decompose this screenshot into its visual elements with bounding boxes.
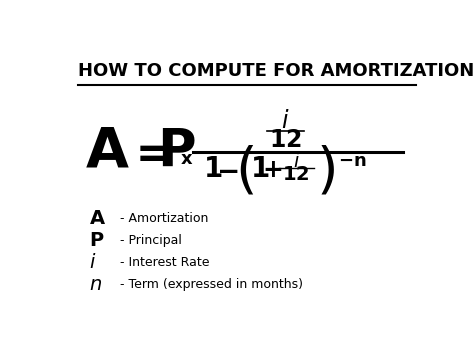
Text: $\mathbf{12}$: $\mathbf{12}$ xyxy=(283,165,310,184)
Text: $\mathbf{-n}$: $\mathbf{-n}$ xyxy=(337,152,366,170)
Text: $\mathbf{A}$: $\mathbf{A}$ xyxy=(89,209,106,228)
Text: $\mathit{n}$: $\mathit{n}$ xyxy=(89,275,101,294)
Text: - Interest Rate: - Interest Rate xyxy=(120,256,210,269)
Text: $\mathit{i}$: $\mathit{i}$ xyxy=(292,152,300,171)
Text: - Term (expressed in months): - Term (expressed in months) xyxy=(120,278,303,291)
Text: $\mathbf{=}$: $\mathbf{=}$ xyxy=(127,132,168,174)
Text: $\mathbf{x}$: $\mathbf{x}$ xyxy=(181,150,194,168)
Text: $($: $($ xyxy=(235,144,254,198)
Text: $\mathbf{1}$: $\mathbf{1}$ xyxy=(202,155,222,183)
Text: $\mathit{i}$: $\mathit{i}$ xyxy=(281,109,290,132)
Text: $\mathbf{A}$: $\mathbf{A}$ xyxy=(85,125,130,179)
Text: $\mathbf{+}$: $\mathbf{+}$ xyxy=(263,158,283,182)
Text: $)$: $)$ xyxy=(316,144,335,198)
Text: $\mathit{i}$: $\mathit{i}$ xyxy=(89,253,96,272)
Text: HOW TO COMPUTE FOR AMORTIZATION: HOW TO COMPUTE FOR AMORTIZATION xyxy=(78,62,474,80)
Text: $\mathbf{-}$: $\mathbf{-}$ xyxy=(217,156,239,184)
Text: - Amortization: - Amortization xyxy=(120,212,208,225)
Text: $\mathbf{P}$: $\mathbf{P}$ xyxy=(89,231,104,250)
Text: - Principal: - Principal xyxy=(120,234,182,247)
Text: $\mathbf{P}$: $\mathbf{P}$ xyxy=(156,126,195,178)
Text: $\mathbf{1}$: $\mathbf{1}$ xyxy=(249,155,269,183)
Text: $\mathbf{12}$: $\mathbf{12}$ xyxy=(269,128,301,152)
